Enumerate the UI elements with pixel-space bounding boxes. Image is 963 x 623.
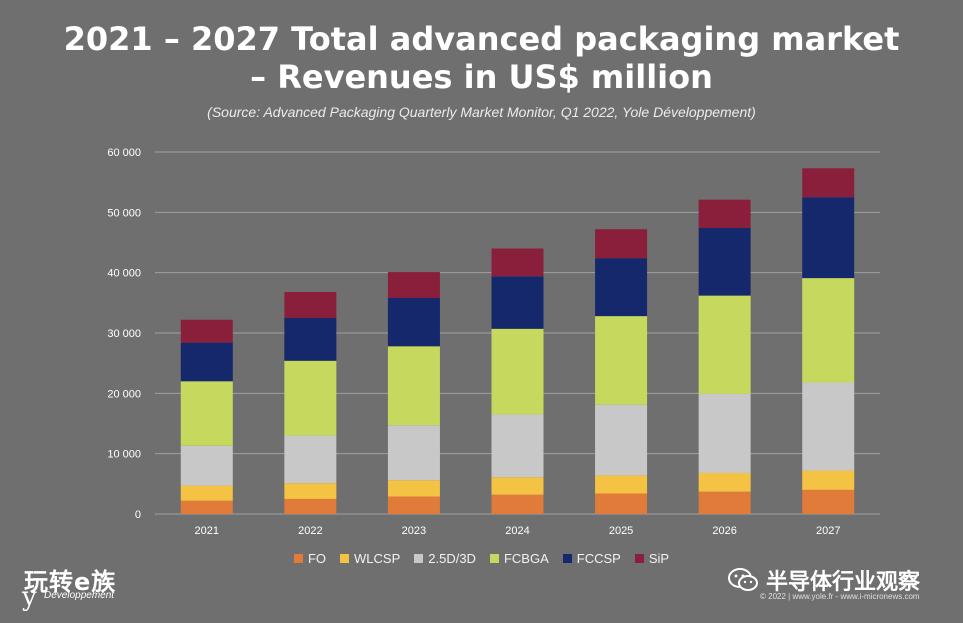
chart-subtitle: (Source: Advanced Packaging Quarterly Ma… xyxy=(207,104,756,120)
y-tick-label: 50 000 xyxy=(107,207,141,219)
bar-segment-fo xyxy=(595,493,648,514)
bar-segment-2-5d-3d xyxy=(180,445,233,486)
legend-swatch xyxy=(634,554,644,563)
y-tick-label: 40 000 xyxy=(107,268,141,280)
y-tick-label: 20 000 xyxy=(107,388,141,400)
bar-segment-sip xyxy=(595,229,648,259)
logo-subtitle: Développement xyxy=(44,590,115,601)
bar-segment-fcbga xyxy=(491,328,544,415)
bar-segment-fo xyxy=(698,491,751,514)
logo-mark: y xyxy=(22,582,37,612)
legend-item: FCBGA xyxy=(489,551,549,566)
legend-swatch xyxy=(489,554,499,563)
bar-segment-fccsp xyxy=(698,228,751,296)
x-tick-label: 2023 xyxy=(402,525,426,537)
legend-swatch xyxy=(340,554,350,563)
chart-title-line-1: 2021 – 2027 Total advanced packaging mar… xyxy=(63,20,900,58)
bar-segment-fo xyxy=(491,494,544,514)
bar-segment-fcbga xyxy=(595,316,648,405)
bar-segment-wlcsp xyxy=(698,472,751,492)
bar-segment-2-5d-3d xyxy=(595,404,648,476)
bar-segment-fccsp xyxy=(802,197,855,279)
bar-segment-fccsp xyxy=(284,317,337,361)
bar-segment-sip xyxy=(284,291,337,318)
bar-segment-fcbga xyxy=(387,346,440,426)
wechat-watermark: 半导体行业观察 xyxy=(728,564,920,596)
bar-segment-2-5d-3d xyxy=(491,414,544,478)
x-tick-label: 2026 xyxy=(712,525,736,537)
bar-segment-wlcsp xyxy=(284,483,337,499)
bar-segment-fcbga xyxy=(802,278,855,383)
legend-item: FO xyxy=(293,551,327,566)
y-tick-label: 0 xyxy=(135,509,141,521)
bar-segment-fccsp xyxy=(180,342,233,382)
bar-segment-wlcsp xyxy=(595,475,648,494)
bar-segment-fccsp xyxy=(595,258,648,317)
x-tick-label: 2025 xyxy=(609,525,633,537)
bar-segment-fo xyxy=(387,496,440,514)
bar-segment-wlcsp xyxy=(180,485,233,501)
legend-label: FO xyxy=(307,551,327,566)
legend-item: FCCSP xyxy=(562,551,621,566)
bar-segment-fcbga xyxy=(284,360,337,436)
y-tick-label: 10 000 xyxy=(107,449,141,461)
chart-legend: FO WLCSP 2.5D/3D FCBGA FCCSP SiP xyxy=(0,551,963,566)
wechat-icon xyxy=(728,568,758,591)
bar-segment-fcbga xyxy=(180,381,233,446)
chart-title: 2021 – 2027 Total advanced packaging mar… xyxy=(0,20,963,96)
bar-segment-2-5d-3d xyxy=(387,425,440,481)
x-tick-label: 2022 xyxy=(298,525,322,537)
bar-segment-2-5d-3d xyxy=(802,382,855,471)
legend-swatch xyxy=(293,554,303,563)
legend-swatch xyxy=(562,554,572,563)
x-tick-label: 2021 xyxy=(195,525,219,537)
legend-label: FCBGA xyxy=(503,551,549,566)
bar-segment-sip xyxy=(180,319,233,343)
bar-segment-wlcsp xyxy=(802,470,855,490)
bar-segment-wlcsp xyxy=(387,480,440,497)
y-tick-label: 30 000 xyxy=(107,328,141,340)
legend-label: SiP xyxy=(648,551,670,566)
legend-item: 2.5D/3D xyxy=(414,551,476,566)
bar-segment-wlcsp xyxy=(491,477,544,495)
bar-segment-sip xyxy=(698,199,751,229)
bar-segment-sip xyxy=(387,272,440,299)
legend-label: FCCSP xyxy=(576,551,621,566)
legend-label: WLCSP xyxy=(354,551,401,566)
y-tick-label: 60 000 xyxy=(107,147,141,159)
legend-item: WLCSP xyxy=(340,551,400,566)
bar-segment-fo xyxy=(802,489,855,514)
copyright-note: © 2022 | www.yole.fr - www.i-micronews.c… xyxy=(760,592,920,601)
legend-label: 2.5D/3D xyxy=(428,551,476,566)
bar-segment-fo xyxy=(284,498,337,514)
watermark-logo: y 玩转e族 Développement xyxy=(22,562,162,612)
x-tick-label: 2024 xyxy=(505,525,529,537)
bar-segment-fo xyxy=(180,500,233,514)
legend-swatch xyxy=(414,554,424,563)
bar-segment-sip xyxy=(491,248,544,277)
bar-segment-fccsp xyxy=(387,298,440,347)
wechat-account-name: 半导体行业观察 xyxy=(766,570,921,595)
bar-segment-fcbga xyxy=(698,295,751,394)
bar-segment-2-5d-3d xyxy=(284,435,337,484)
logo-text: 玩转e族 xyxy=(24,568,117,596)
bar-segment-fccsp xyxy=(491,276,544,329)
legend-item: SiP xyxy=(634,551,670,566)
x-tick-label: 2027 xyxy=(816,525,840,537)
chart-title-line-2: – Revenues in US$ million xyxy=(250,58,713,96)
bar-segment-2-5d-3d xyxy=(698,393,751,473)
bar-segment-sip xyxy=(802,168,855,198)
